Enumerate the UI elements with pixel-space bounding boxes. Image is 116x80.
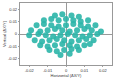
svg-text:-0.02: -0.02 [25,68,35,73]
svg-text:-0.01: -0.01 [43,68,53,73]
svg-text:0: 0 [15,31,18,36]
svg-text:0.02: 0.02 [9,7,18,12]
svg-text:0.01: 0.01 [81,68,90,73]
svg-text:0.01: 0.01 [9,19,18,24]
svg-text:Vertical (ΔX/Y): Vertical (ΔX/Y) [2,20,7,47]
svg-text:-0.01: -0.01 [8,44,18,49]
svg-text:0.02: 0.02 [99,68,108,73]
svg-text:0: 0 [65,68,68,73]
svg-text:-0.02: -0.02 [8,56,18,61]
svg-text:Horizontal (ΔX/Y): Horizontal (ΔX/Y) [51,73,83,78]
